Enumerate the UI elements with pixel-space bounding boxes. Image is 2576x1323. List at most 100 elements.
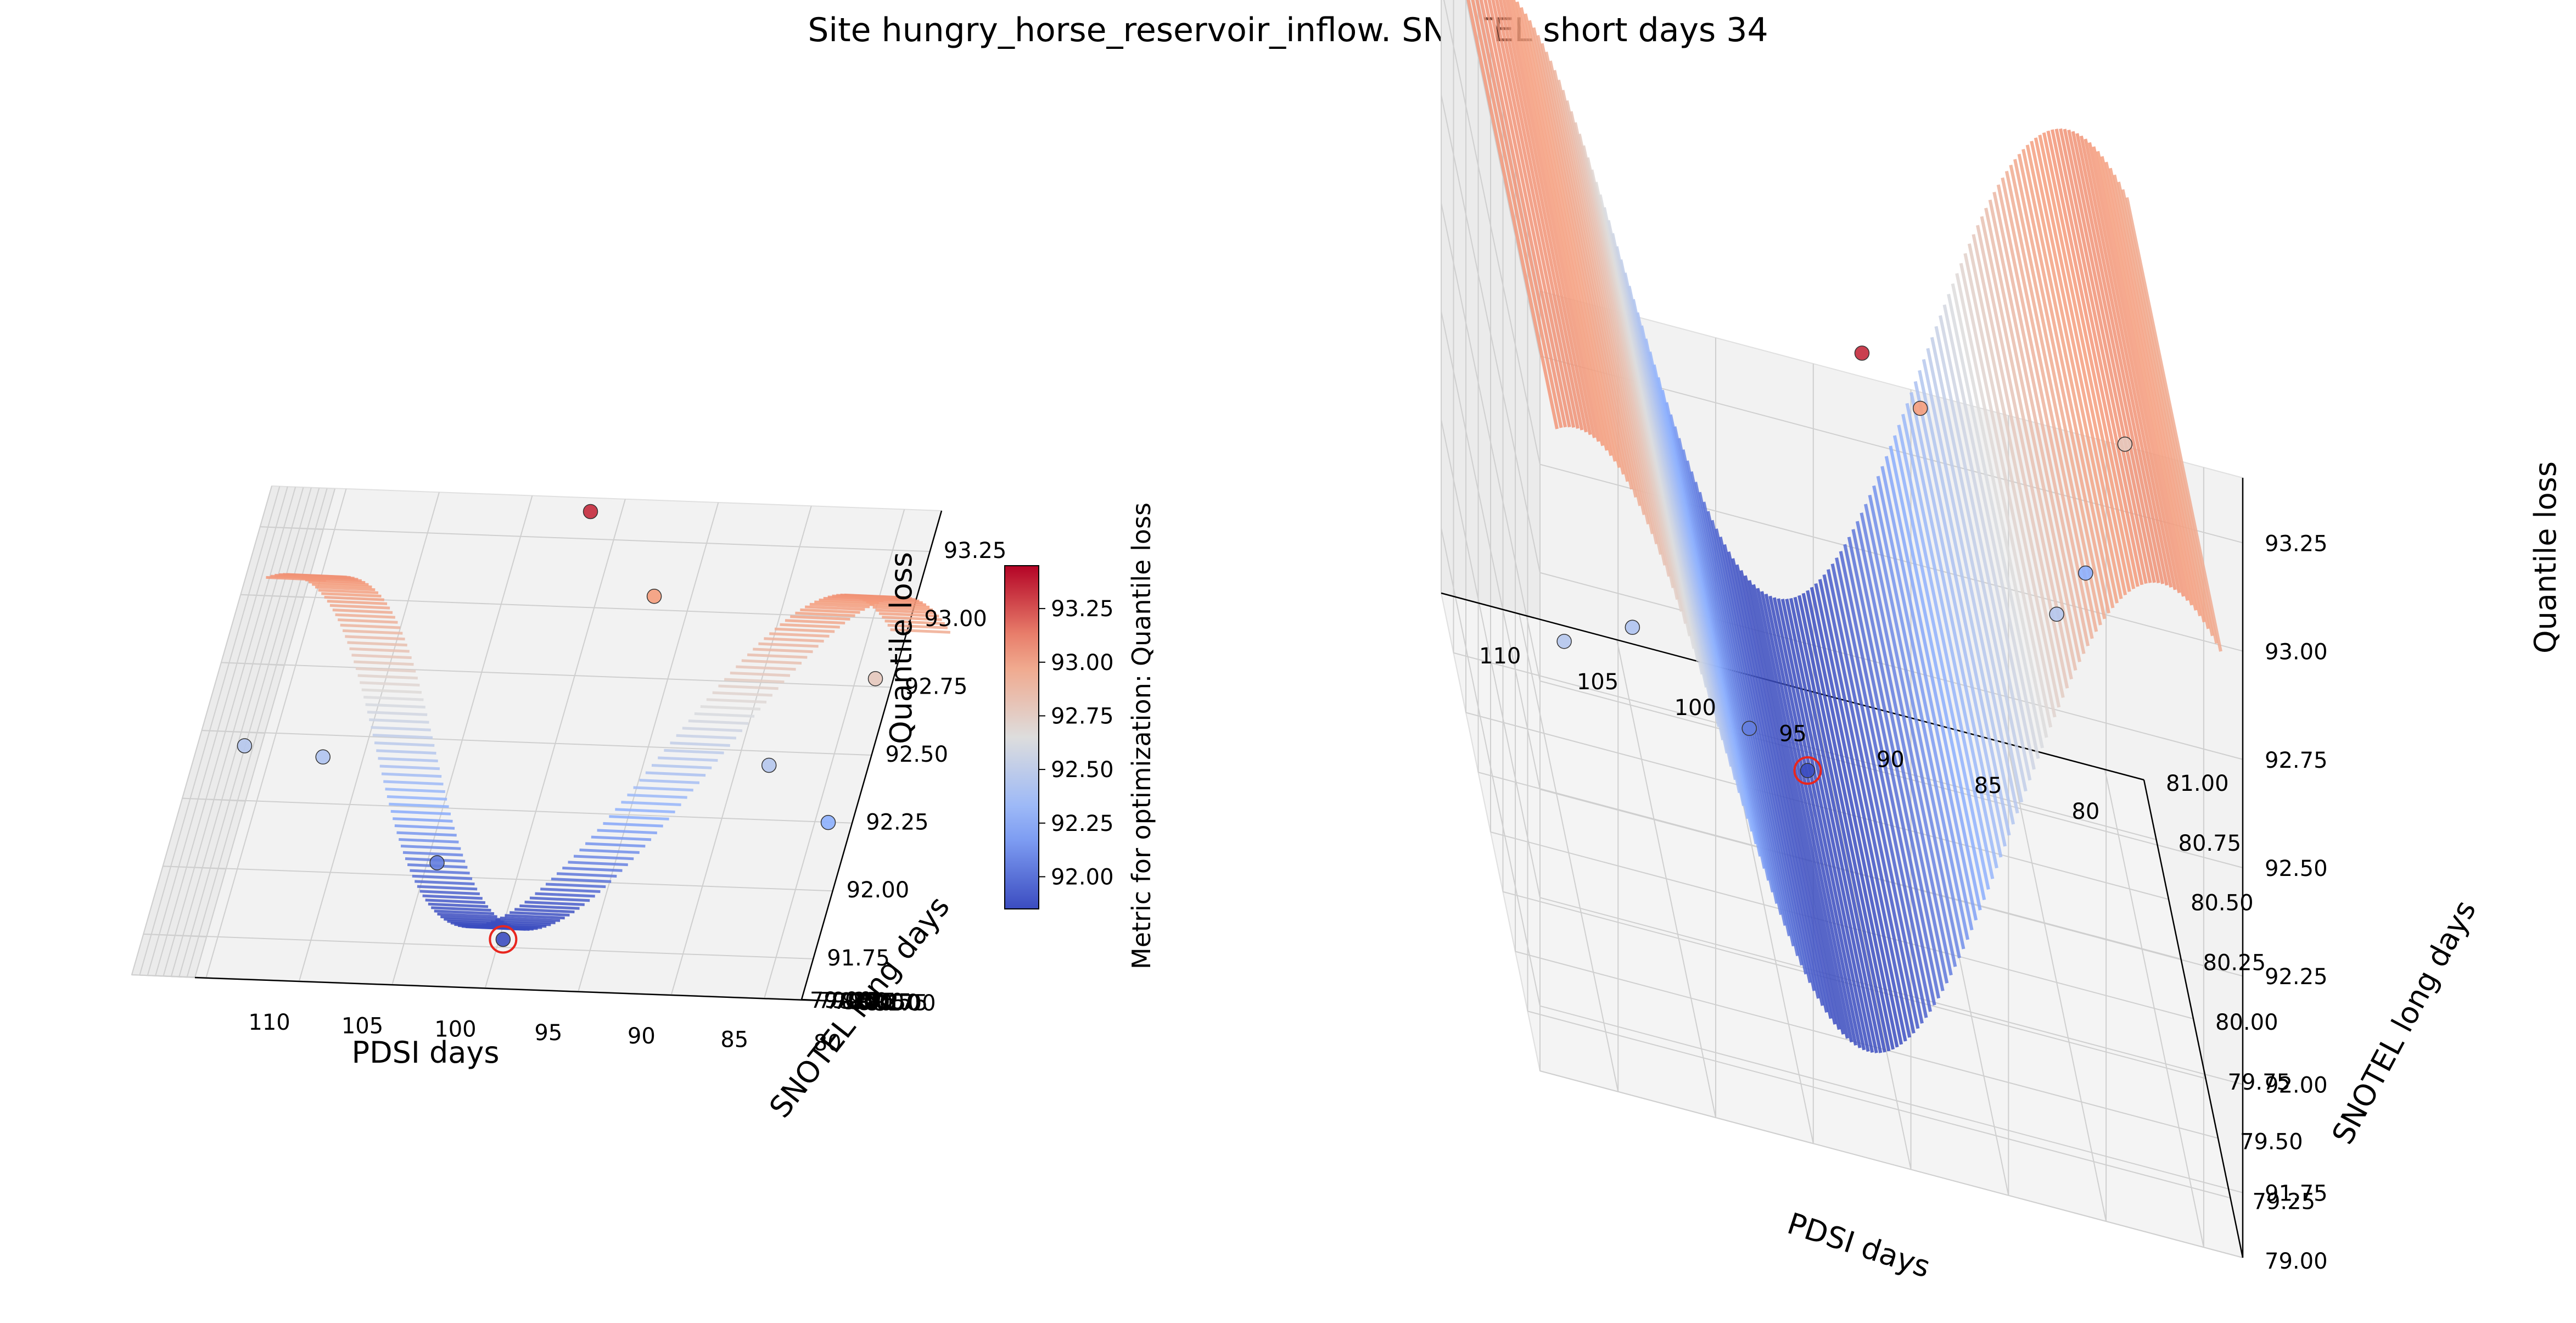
surface-strip: [1756, 588, 1853, 1043]
surface-strip: [266, 576, 326, 582]
surface-strip: [1988, 199, 2086, 655]
surface-strip: [1556, 80, 1654, 534]
scatter-points: [237, 504, 883, 954]
x-axis-label: PDSI days: [1783, 1206, 1934, 1285]
surface-strip: [1475, 0, 1567, 428]
surface-strip: [505, 914, 565, 920]
surface-strip: [372, 734, 433, 739]
x-tick-label: 105: [341, 1013, 383, 1039]
surface-strip: [1892, 435, 1990, 890]
x-tick-label: 110: [248, 1010, 290, 1035]
surface-strip: [415, 880, 475, 886]
x-tick-label: 100: [434, 1017, 476, 1042]
z-tick-label: 93.00: [2265, 640, 2328, 665]
surface-strip: [357, 674, 418, 680]
surface-strip: [1843, 544, 1941, 999]
z-tick-label: 93.25: [2265, 531, 2328, 556]
surface-strip: [450, 922, 511, 928]
grid-line: [1527, 1011, 2231, 1199]
surface-strip: [1491, 0, 1584, 431]
surface-strip: [369, 718, 429, 724]
grid-line: [221, 662, 284, 666]
colorbar-label: Metric for optimization: Quantile loss: [1127, 503, 1156, 969]
surface-strip: [1764, 593, 1862, 1048]
surface-strip: [2100, 156, 2198, 611]
z-tick-label: 92.25: [2265, 964, 2328, 990]
surface-strip: [374, 741, 435, 747]
y-tick-label: 81.00: [873, 991, 936, 1016]
surface-strip: [342, 629, 403, 635]
z-tick-label: 92.00: [2265, 1073, 2328, 1098]
surface-strip: [345, 635, 405, 641]
surface-strip: [2046, 130, 2144, 585]
colorbar-tick-label: 93.00: [1051, 650, 1114, 676]
surface-strip: [2067, 130, 2165, 584]
grid-line: [163, 866, 226, 870]
surface-strip: [1780, 599, 1878, 1053]
surface-strip: [1718, 536, 1816, 991]
surface-strip: [514, 908, 575, 913]
surface-strip: [383, 780, 444, 786]
surface-strip: [2009, 164, 2107, 619]
surface-strip: [387, 795, 447, 801]
surface-strip: [2079, 135, 2177, 590]
surface-strip: [2025, 144, 2123, 599]
surface-strip: [1731, 558, 1829, 1013]
surface-strip: [1569, 111, 1667, 566]
surface-strip: [1963, 253, 2061, 708]
y-tick-label: 81.00: [2166, 771, 2229, 796]
data-point: [495, 931, 511, 947]
surface-strip: [2125, 197, 2222, 652]
y-axis-label: SNOTEL long days: [2325, 895, 2483, 1150]
surface-strip: [1727, 551, 1824, 1006]
colorbar-tick-label: 92.00: [1051, 864, 1114, 890]
surface-strip: [509, 911, 570, 917]
x-tick-label: 95: [534, 1020, 562, 1046]
surface-strip: [1528, 20, 1625, 475]
surface-strip: [664, 749, 724, 755]
surface-strip: [332, 609, 393, 614]
surface-strip: [1487, 0, 1580, 429]
surface-strip: [1810, 587, 1907, 1042]
surface-strip: [2004, 171, 2102, 626]
y-tick-label: 80.50: [2191, 891, 2254, 916]
surface-strip: [1864, 504, 1961, 958]
scatter-points: [1556, 345, 2133, 785]
data-point: [1854, 345, 1870, 361]
surface-strip: [495, 919, 556, 924]
surface-strip: [814, 600, 875, 606]
y-tick-label: 79.00: [810, 988, 873, 1013]
grid-line: [182, 797, 853, 824]
surface-strip: [1922, 359, 2019, 814]
surface-strip: [878, 612, 939, 618]
surface-strip: [688, 719, 749, 725]
surface-strip: [682, 727, 743, 733]
x-axis-line: [194, 976, 865, 1003]
surface-strip: [706, 698, 767, 704]
surface-strip: [639, 779, 700, 784]
grid-line: [1443, 0, 1541, 465]
surface-strip: [2088, 142, 2185, 597]
surface-strip: [562, 867, 623, 872]
surface-strip: [753, 647, 813, 654]
grid-line: [1539, 1070, 2243, 1258]
surface-strip: [1502, 0, 1596, 438]
surface-strip: [823, 596, 884, 602]
surface-strip: [270, 574, 331, 580]
surface-strip: [535, 892, 595, 898]
z-tick-label: 93.25: [944, 538, 1007, 563]
surface-strip: [1681, 449, 1779, 904]
z-axis-label: Quantile loss: [884, 552, 919, 744]
grid-line: [260, 526, 930, 552]
surface-strip: [887, 623, 948, 629]
surface-strip: [2096, 150, 2193, 606]
surface-strip: [1561, 90, 1659, 545]
surface-strip: [1565, 100, 1662, 555]
surface-strip: [591, 835, 652, 841]
surface-strip: [1967, 243, 2065, 698]
z-tick-label: 91.75: [2265, 1181, 2328, 1207]
surface-strip: [1951, 283, 2048, 738]
surface-strip: [412, 874, 473, 880]
surface-strip: [1544, 51, 1642, 506]
grid-line: [201, 730, 872, 756]
